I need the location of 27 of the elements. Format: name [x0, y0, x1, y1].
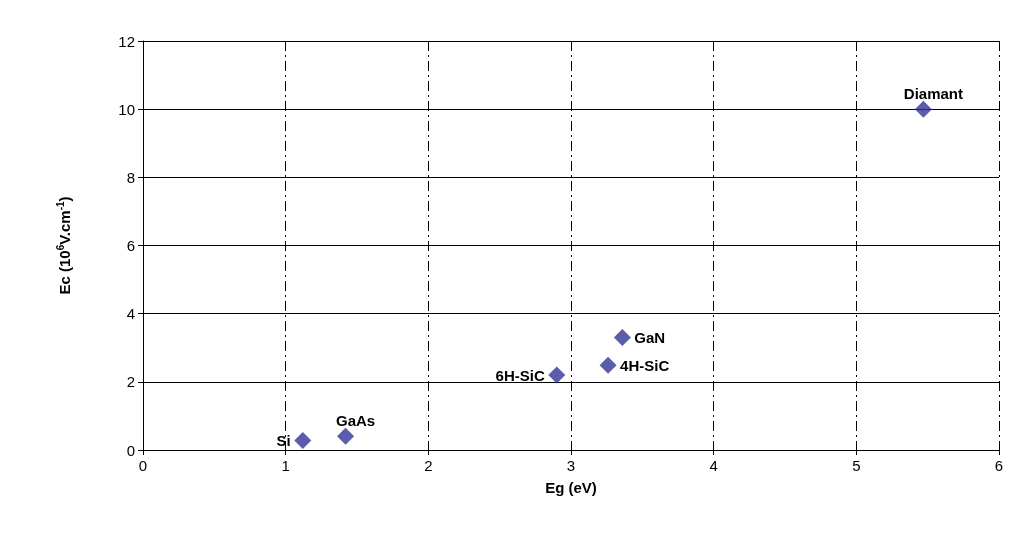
y-tick-label: 6: [126, 237, 135, 254]
x-tick-label: 4: [709, 457, 718, 474]
annotation: GaAs: [335, 412, 376, 430]
annotation: 6H-SiC: [495, 366, 545, 384]
x-tick-label: 6: [994, 457, 1004, 474]
point: [548, 366, 566, 384]
x-tick-label: 2: [424, 457, 433, 474]
y-tick-label: 10: [118, 100, 135, 118]
y-tick-label: 4: [126, 305, 135, 323]
point: [914, 100, 932, 118]
x-tick-label: 3: [566, 457, 576, 474]
x-tick-label: 0: [138, 457, 148, 474]
annotation: Si: [276, 431, 291, 449]
point: [613, 329, 631, 347]
annotation: GaN: [634, 329, 666, 347]
annotation: 4H-SiC: [620, 356, 670, 374]
point: [599, 356, 617, 374]
x-tick-label: 5: [852, 457, 861, 474]
y-tick-label: 2: [126, 373, 135, 391]
y-tick-label: 0: [126, 441, 135, 459]
annotation: Diamant: [903, 85, 963, 103]
point: [337, 427, 355, 445]
x-tick-label: 1: [281, 457, 290, 474]
x-axis-title: Eg (eV): [545, 479, 597, 496]
y-tick-label: 8: [126, 168, 135, 186]
point: [294, 431, 312, 449]
y-tick-label: 12: [118, 32, 135, 50]
